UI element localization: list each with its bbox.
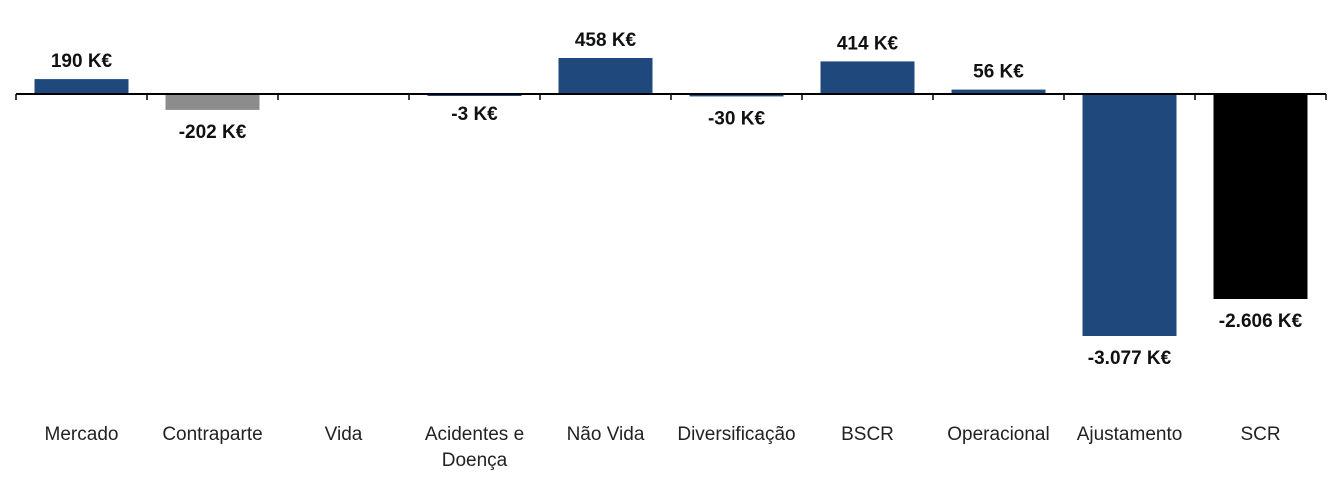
value-label-mercado: 190 K€ — [51, 51, 113, 72]
value-label-contraparte: -202 K€ — [179, 122, 247, 143]
value-label-operacional: 56 K€ — [973, 62, 1024, 83]
value-label-acidentes-e-doenca: -3 K€ — [451, 104, 498, 125]
value-label-diversificacao: -30 K€ — [708, 108, 765, 129]
bar-ajustamento — [1082, 94, 1177, 336]
bar-diversificacao — [689, 94, 784, 97]
category-label-vida: Vida — [325, 424, 363, 445]
category-label-diversificacao: Diversificação — [677, 424, 795, 445]
category-label-scr: SCR — [1240, 424, 1280, 445]
value-label-bscr: 414 K€ — [837, 33, 899, 54]
category-label-nao-vida: Não Vida — [567, 424, 645, 445]
bar-bscr — [820, 61, 915, 94]
bar-nao-vida — [558, 58, 653, 94]
category-labels-group: Mercado Contraparte Vida Acidentes e Doença N… — [45, 424, 1281, 471]
bar-contraparte — [165, 94, 260, 110]
bars-group — [34, 58, 1308, 336]
value-labels-group: 190 K€ -202 K€ -3 K€ 458 K€ -30 K€ 414 K€ 56 K… — [51, 30, 1303, 369]
value-label-scr: -2.606 K€ — [1219, 311, 1303, 332]
category-label-bscr: BSCR — [841, 424, 894, 445]
bar-scr — [1213, 94, 1308, 299]
bar-operacional — [951, 89, 1046, 94]
value-label-ajustamento: -3.077 K€ — [1088, 348, 1172, 369]
value-label-nao-vida: 458 K€ — [575, 30, 637, 51]
category-label-ajustamento: Ajustamento — [1077, 424, 1183, 445]
bar-mercado — [34, 79, 129, 94]
category-label-operacional: Operacional — [947, 424, 1049, 445]
category-label-acidentes-e-doenca: Acidentes e Doença — [425, 424, 524, 471]
category-label-mercado: Mercado — [45, 424, 119, 445]
x-axis — [15, 93, 1327, 100]
category-label-contraparte: Contraparte — [162, 424, 262, 445]
